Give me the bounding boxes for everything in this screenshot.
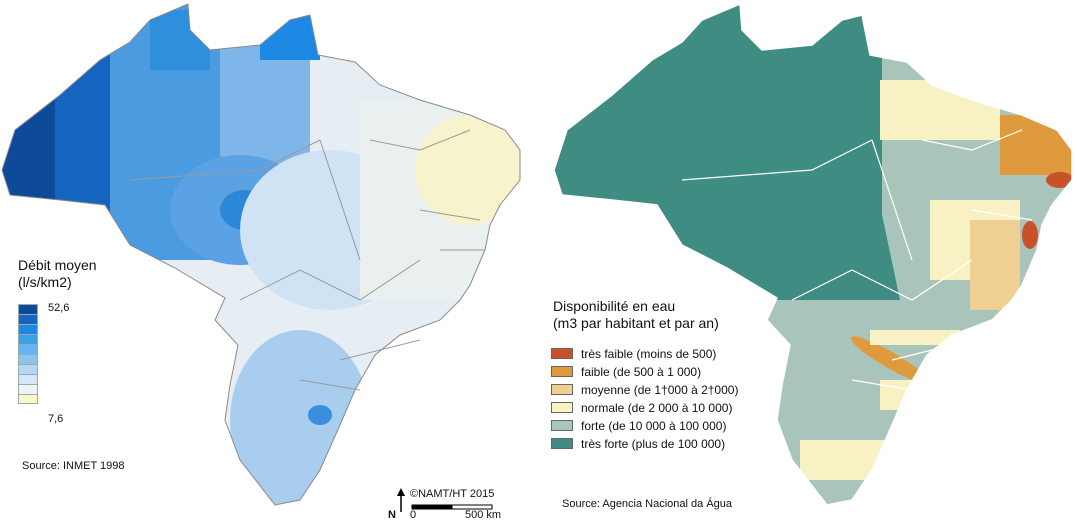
- ramp-swatch: [18, 314, 38, 324]
- ramp-swatch: [18, 384, 38, 394]
- left-map: [1, 3, 521, 506]
- color-ramp: [18, 304, 38, 404]
- right-legend-title-line2: (m3 par habitant et par an): [553, 315, 719, 331]
- ramp-swatch: [18, 364, 38, 374]
- right-source: Source: Agencia Nacional da Água: [562, 498, 733, 510]
- north-arrow: [397, 488, 405, 512]
- ramp-swatch: [18, 344, 38, 354]
- ramp-swatch: [18, 334, 38, 344]
- left-legend-title-line2: (l/s/km2): [18, 274, 72, 290]
- scale-end-label: 500 km: [465, 509, 502, 521]
- legend-min-label: 7,6: [48, 413, 64, 425]
- ramp-swatch: [18, 374, 38, 384]
- left-legend-title: Débit moyen (l/s/km2): [18, 257, 97, 291]
- legend-max-label: 52,6: [48, 302, 70, 314]
- right-legend-title: Disponibilité en eau (m3 par habitant et…: [553, 298, 719, 332]
- copyright-credit: ©NAMT/HT 2015: [410, 488, 495, 500]
- north-label: N: [388, 509, 396, 521]
- scale-bar: [411, 504, 493, 510]
- legend-swatch: [551, 384, 573, 395]
- legend-swatch: [551, 420, 573, 431]
- legend-label: très faible (moins de 500): [581, 347, 717, 361]
- ramp-swatch: [18, 324, 38, 334]
- ramp-swatch: [18, 394, 38, 404]
- left-source: Source: INMET 1998: [22, 460, 125, 472]
- legend-label: normale (de 2 000 à 10 000): [581, 401, 733, 415]
- legend-label: très forte (plus de 100 000): [581, 437, 726, 451]
- legend-swatch: [551, 402, 573, 413]
- legend-label: forte (de 10 000 à 100 000): [581, 419, 727, 433]
- ramp-swatch: [18, 354, 38, 364]
- ramp-swatch: [18, 304, 38, 314]
- legend-swatch: [551, 366, 573, 377]
- legend-label: moyenne (de 1†000 à 2†000): [581, 383, 739, 397]
- legend-swatch: [551, 438, 573, 449]
- scale-zero-label: 0: [410, 509, 417, 521]
- legend-swatch: [551, 348, 573, 359]
- right-legend-title-line1: Disponibilité en eau: [553, 298, 676, 314]
- left-legend-title-line1: Débit moyen: [18, 257, 97, 273]
- legend-label: faible (de 500 à 1 000): [581, 365, 702, 379]
